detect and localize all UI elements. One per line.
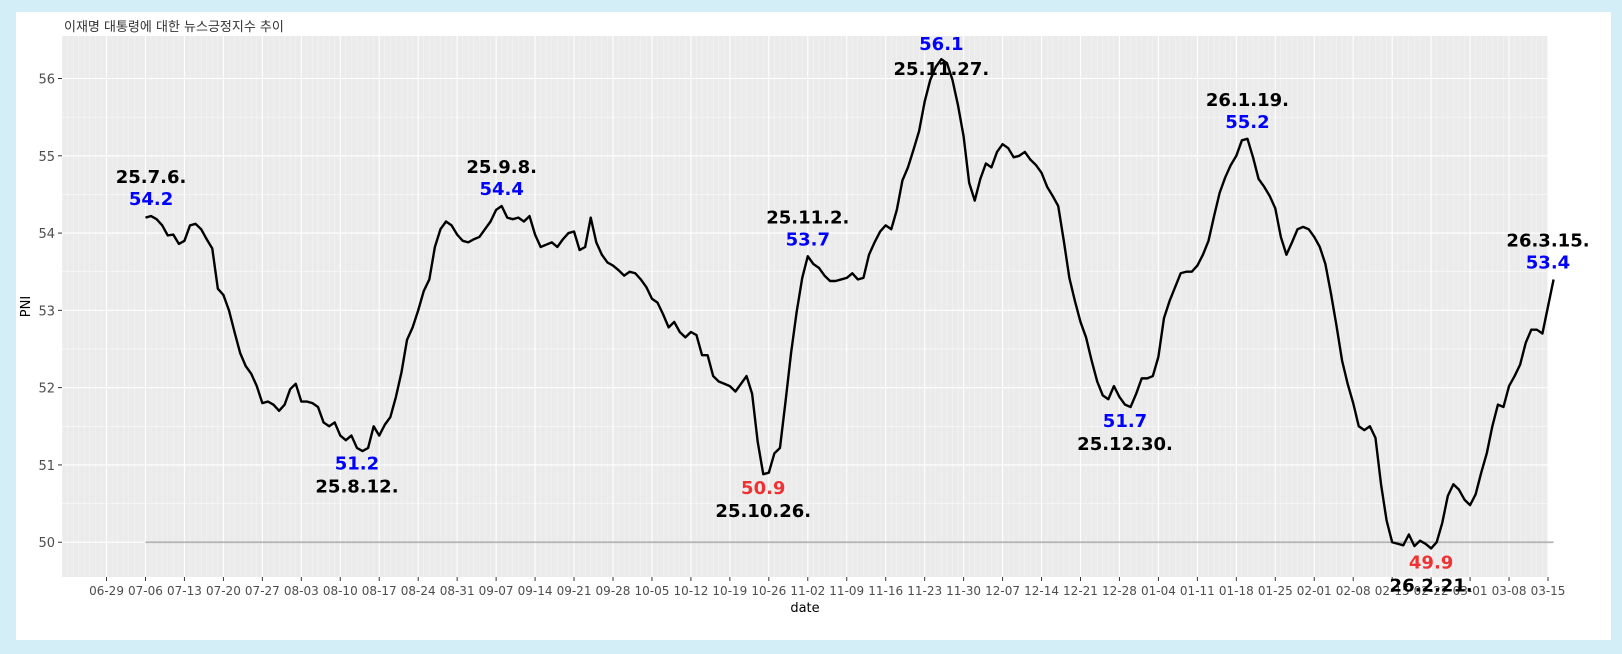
annotation-value: 51.7 <box>1103 411 1147 432</box>
x-tick-label: 08-03 <box>284 584 319 598</box>
annotation-value: 53.4 <box>1526 252 1570 273</box>
series-line <box>145 57 1555 550</box>
x-tick-label: 08-24 <box>401 584 436 598</box>
x-tick-label: 01-25 <box>1258 584 1293 598</box>
x-tick-label: 10-12 <box>673 584 708 598</box>
annotation-value: 54.4 <box>479 179 523 200</box>
x-tick-label: 02-15 <box>1375 584 1410 598</box>
x-tick-label: 01-04 <box>1141 584 1176 598</box>
y-tick-label: 55 <box>38 150 55 165</box>
chart-frame: 이재명 대통령에 대한 뉴스긍정지수 추이 50 51 52 53 54 55 56 06-… <box>16 12 1611 640</box>
y-tick-label: 50 <box>38 536 55 551</box>
x-tick-label: 03-15 <box>1531 584 1566 598</box>
x-tick-label: 02-08 <box>1336 584 1371 598</box>
annotation-value: 55.2 <box>1225 112 1269 133</box>
x-tick-label: 09-07 <box>479 584 514 598</box>
chart-title: 이재명 대통령에 대한 뉴스긍정지수 추이 <box>64 20 284 35</box>
x-tick-label: 11-16 <box>868 584 903 598</box>
x-tick-label: 12-07 <box>985 584 1020 598</box>
x-tick-label: 07-13 <box>167 584 202 598</box>
annotation-value: 53.7 <box>786 229 830 250</box>
y-tick-label: 56 <box>38 73 55 88</box>
x-tick-label: 06-29 <box>89 584 124 598</box>
annotation-date: 25.11.27. <box>894 59 990 80</box>
x-tick-label: 12-14 <box>1024 584 1059 598</box>
x-tick-label: 10-19 <box>712 584 747 598</box>
x-tick-label: 07-27 <box>245 584 280 598</box>
y-tick-label: 54 <box>38 227 55 242</box>
line-chart: 50 51 52 53 54 55 56 06-29 07-06 07-13 07-20 07-27… <box>19 34 1590 616</box>
x-tick-label: 02-22 <box>1414 584 1449 598</box>
x-tick-label: 12-21 <box>1063 584 1098 598</box>
x-tick-label: 11-23 <box>907 584 942 598</box>
x-axis-title: date <box>790 601 819 616</box>
annotation-date: 26.3.15. <box>1506 230 1589 251</box>
x-tick-label: 09-21 <box>557 584 592 598</box>
x-tick-label: 09-14 <box>518 584 553 598</box>
annotation-date: 25.10.26. <box>715 501 811 522</box>
y-tick-label: 51 <box>38 459 55 474</box>
x-tick-label: 07-20 <box>206 584 241 598</box>
annotation-value: 51.2 <box>335 453 379 474</box>
y-axis-title: PNI <box>19 296 34 317</box>
y-tick-label: 52 <box>38 382 55 397</box>
x-tick-label: 10-05 <box>635 584 670 598</box>
annotation-date: 25.11.2. <box>766 207 849 228</box>
x-tick-label: 11-09 <box>829 584 864 598</box>
annotation-date: 25.7.6. <box>116 167 187 188</box>
x-tick-label: 08-10 <box>323 584 358 598</box>
x-tick-label: 07-06 <box>128 584 163 598</box>
x-tick-label: 02-01 <box>1297 584 1332 598</box>
x-tick-label: 03-08 <box>1492 584 1527 598</box>
x-tick-label: 12-28 <box>1102 584 1137 598</box>
x-tick-label: 10-26 <box>751 584 786 598</box>
annotation-date: 26.2.21. <box>1390 575 1473 596</box>
x-tick-label: 09-28 <box>596 584 631 598</box>
annotation-date: 25.9.8. <box>466 157 537 178</box>
x-tick-label: 11-02 <box>790 584 825 598</box>
annotation-value: 49.9 <box>1409 552 1453 573</box>
x-tick-label: 11-30 <box>946 584 981 598</box>
annotation-date: 26.1.19. <box>1206 90 1289 111</box>
grid-minor <box>61 36 1549 582</box>
y-tick-label: 53 <box>38 304 55 319</box>
annotation-value: 50.9 <box>741 478 785 499</box>
x-tick-label: 08-17 <box>362 584 397 598</box>
plot-panel <box>62 36 1548 577</box>
x-tick-label: 08-31 <box>440 584 475 598</box>
annotation-value: 54.2 <box>129 189 173 210</box>
annotation-date: 25.12.30. <box>1077 434 1173 455</box>
x-tick-label: 01-18 <box>1219 584 1254 598</box>
annotation-date: 25.8.12. <box>315 476 398 497</box>
annotations: 54.225.7.6.51.225.8.12.54.425.9.8.50.925… <box>116 34 1590 596</box>
x-tick-label: 01-11 <box>1180 584 1215 598</box>
y-axis: 50 51 52 53 54 55 56 <box>38 73 62 551</box>
x-axis: 06-29 07-06 07-13 07-20 07-27 08-03 08-10 08-17… <box>89 577 1565 598</box>
annotation-value: 56.1 <box>919 34 963 55</box>
x-tick-label: 03-01 <box>1453 584 1488 598</box>
